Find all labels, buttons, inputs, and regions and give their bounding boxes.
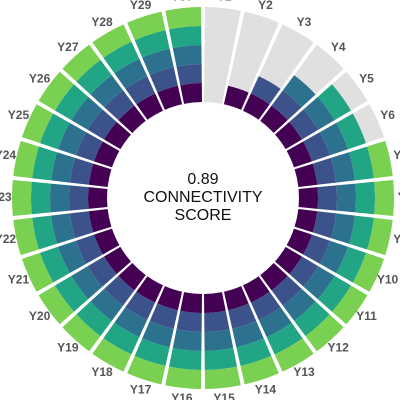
segment-label-y1: Y1 [217,0,232,3]
segment-y23-level-1 [88,187,107,209]
segment-label-y19: Y19 [57,340,79,354]
segment-y16-level-2 [177,311,202,332]
segment-y1-level-1 [204,83,226,104]
segment-label-y23: Y23 [0,190,12,204]
center-value: 0.89 [187,171,218,188]
segment-y8-level-4 [355,182,375,214]
center-label-line2: SCORE [175,207,232,224]
segment-label-y27: Y27 [57,40,79,54]
segment-label-y6: Y6 [380,108,395,122]
segment-label-y11: Y11 [356,309,377,323]
segment-y8-level-1 [299,187,318,209]
segment-y15-level-3 [204,329,233,351]
segment-label-y10: Y10 [377,272,399,286]
segment-label-y7: Y7 [393,148,400,162]
segment-y1-level-2 [204,64,229,85]
segment-y8-level-3 [336,184,356,213]
segment-label-y5: Y5 [359,71,374,85]
segment-y30-level-3 [173,45,202,67]
segment-label-y30: Y30 [171,0,193,3]
segment-label-y3: Y3 [297,15,312,29]
segment-y16-level-4 [169,348,201,370]
segment-y1-level-5 [205,7,241,29]
segment-y15-level-1 [204,292,226,313]
segment-y30-level-2 [177,64,202,85]
segment-label-y17: Y17 [130,382,152,396]
segment-label-y24: Y24 [0,148,16,162]
segment-label-y18: Y18 [91,365,113,379]
segment-y8-level-2 [317,185,337,210]
segment-label-y28: Y28 [91,15,113,29]
segment-y23-level-4 [31,182,51,214]
segment-label-y29: Y29 [130,0,152,12]
segment-y1-level-3 [204,45,233,67]
segment-label-y21: Y21 [8,272,30,286]
segment-label-y20: Y20 [29,309,51,323]
segment-label-y22: Y22 [0,232,16,246]
segment-y15-level-4 [205,348,237,370]
segment-label-y12: Y12 [327,340,349,354]
segment-y16-level-3 [173,329,202,351]
center-label-line1: CONNECTIVITY [143,189,262,206]
segment-label-y2: Y2 [258,0,273,12]
segment-label-y14: Y14 [255,382,277,396]
segment-label-y4: Y4 [331,40,346,54]
segment-label-y26: Y26 [29,71,51,85]
segment-y23-level-3 [50,184,70,213]
segment-y23-level-5 [12,180,32,216]
segment-label-y25: Y25 [8,108,30,122]
segment-label-y9: Y9 [393,232,400,246]
segment-y30-level-5 [165,7,201,29]
segment-label-y13: Y13 [293,365,315,379]
segment-y1-level-4 [205,26,237,48]
segment-y8-level-5 [374,180,394,216]
segment-y16-level-5 [165,367,201,389]
segment-label-y16: Y16 [171,391,193,400]
segment-label-y15: Y15 [213,391,235,400]
segment-y23-level-2 [69,185,89,210]
segment-y16-level-1 [180,292,202,313]
segment-y15-level-5 [205,367,241,389]
segment-y30-level-4 [169,26,201,48]
segment-y30-level-1 [180,83,202,104]
segment-y15-level-2 [204,311,229,332]
